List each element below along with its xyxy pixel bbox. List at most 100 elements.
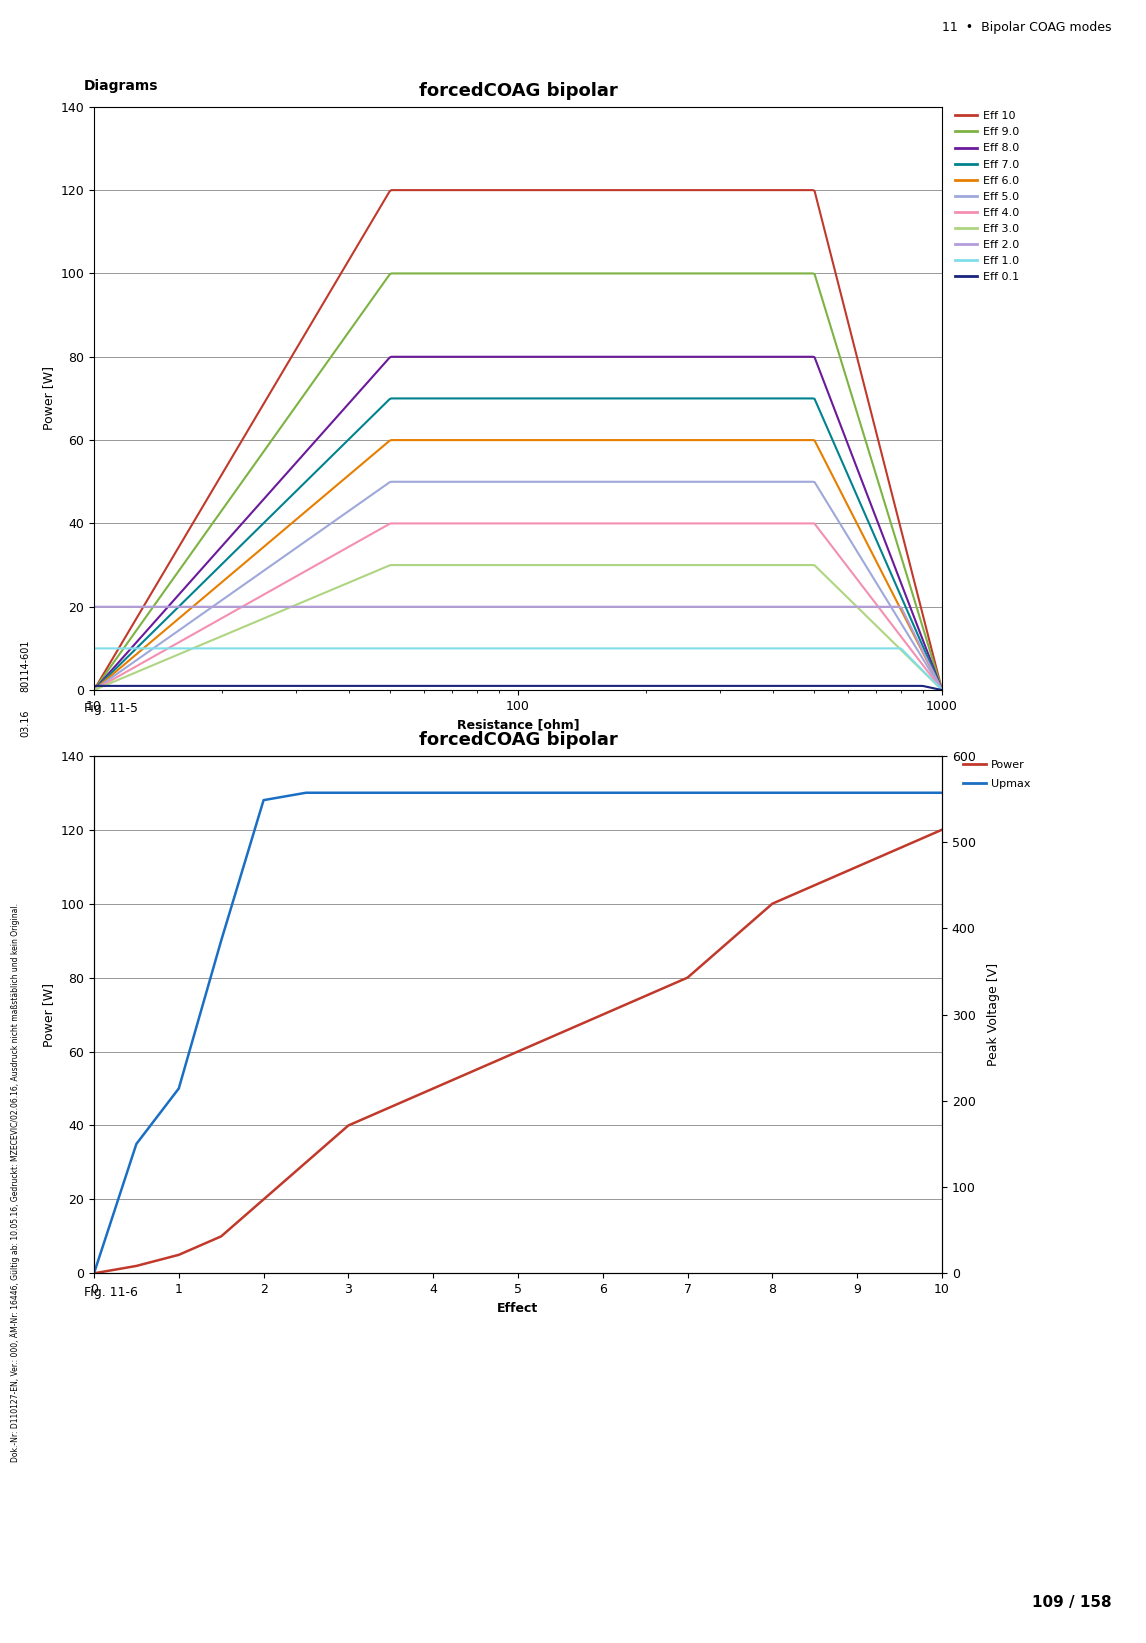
Eff 0.1	[915, 675, 928, 695]
Eff 4.0	[87, 680, 101, 700]
Eff 6.0	[492, 430, 505, 450]
Eff 10	[492, 181, 505, 200]
Power	[766, 894, 779, 914]
Eff 8.0	[548, 347, 562, 366]
Eff 9.0	[548, 263, 562, 283]
Eff 3.0	[594, 555, 607, 575]
Upmax	[511, 782, 525, 802]
Eff 10	[385, 181, 399, 200]
Power	[172, 1245, 186, 1265]
Eff 2.0	[489, 596, 503, 616]
Upmax	[935, 782, 949, 802]
Eff 9.0	[594, 263, 607, 283]
Eff 3.0	[917, 662, 931, 682]
Upmax	[850, 782, 864, 802]
Upmax	[299, 782, 313, 802]
Eff 3.0	[935, 680, 949, 700]
Eff 1.0	[591, 639, 605, 659]
Eff 6.0	[594, 430, 607, 450]
Eff 9.0	[492, 263, 505, 283]
Upmax	[681, 782, 694, 802]
Power	[681, 968, 694, 987]
Eff 7.0	[496, 388, 510, 407]
Legend: Eff 10, Eff 9.0, Eff 8.0, Eff 7.0, Eff 6.0, Eff 5.0, Eff 4.0, Eff 3.0, Eff 2.0, : Eff 10, Eff 9.0, Eff 8.0, Eff 7.0, Eff 6…	[950, 107, 1023, 288]
Text: Diagrams: Diagrams	[84, 79, 158, 94]
Eff 8.0	[935, 680, 949, 700]
Eff 3.0	[87, 680, 101, 700]
Eff 1.0	[545, 639, 559, 659]
Eff 7.0	[385, 388, 399, 407]
Eff 6.0	[87, 680, 101, 700]
Upmax	[596, 782, 610, 802]
Line: Upmax: Upmax	[94, 792, 942, 1273]
Power	[511, 1042, 525, 1061]
Eff 9.0	[385, 263, 399, 283]
Line: Eff 0.1: Eff 0.1	[95, 685, 942, 690]
Upmax	[766, 782, 779, 802]
Eff 10	[935, 680, 949, 700]
Eff 6.0	[385, 430, 399, 450]
Upmax	[172, 1078, 186, 1098]
Eff 6.0	[548, 430, 562, 450]
Eff 10	[917, 606, 931, 626]
Eff 4.0	[548, 514, 562, 534]
Line: Eff 5.0: Eff 5.0	[94, 481, 942, 690]
Eff 7.0	[87, 680, 101, 700]
Eff 5.0	[385, 472, 399, 491]
Eff 10	[548, 181, 562, 200]
Eff 8.0	[87, 680, 101, 700]
Eff 8.0	[385, 347, 399, 366]
Eff 7.0	[917, 637, 931, 657]
Power	[214, 1226, 228, 1245]
Eff 4.0	[496, 514, 510, 534]
Eff 2.0	[545, 596, 559, 616]
Eff 5.0	[87, 680, 101, 700]
Eff 9.0	[87, 680, 101, 700]
Title: forcedCOAG bipolar: forcedCOAG bipolar	[418, 82, 618, 100]
Eff 4.0	[935, 680, 949, 700]
Power	[935, 820, 949, 840]
Eff 9.0	[496, 263, 510, 283]
Power	[850, 856, 864, 876]
Eff 9.0	[784, 263, 798, 283]
X-axis label: Effect: Effect	[497, 1301, 539, 1314]
Eff 4.0	[385, 514, 399, 534]
Eff 8.0	[496, 347, 510, 366]
Upmax	[129, 1134, 143, 1153]
Eff 4.0	[492, 514, 505, 534]
Eff 5.0	[496, 472, 510, 491]
Eff 7.0	[548, 388, 562, 407]
Eff 0.1	[495, 675, 509, 695]
Eff 9.0	[917, 619, 931, 639]
Line: Eff 9.0: Eff 9.0	[94, 273, 942, 690]
Eff 2.0	[935, 680, 949, 700]
Eff 0.1	[783, 675, 796, 695]
Eff 7.0	[935, 680, 949, 700]
Power	[426, 1078, 440, 1098]
Eff 0.1	[545, 675, 559, 695]
Eff 4.0	[917, 656, 931, 675]
Eff 9.0	[935, 680, 949, 700]
Eff 3.0	[496, 555, 510, 575]
Text: 03.16: 03.16	[21, 710, 30, 736]
Upmax	[426, 782, 440, 802]
Eff 0.1	[935, 680, 949, 700]
Eff 3.0	[385, 555, 399, 575]
Eff 10	[87, 680, 101, 700]
Text: 11  •  Bipolar COAG modes: 11 • Bipolar COAG modes	[942, 20, 1112, 33]
Text: 109 / 158: 109 / 158	[1033, 1595, 1112, 1610]
Eff 5.0	[594, 472, 607, 491]
Eff 1.0	[489, 639, 503, 659]
Eff 6.0	[496, 430, 510, 450]
Eff 5.0	[492, 472, 505, 491]
Eff 4.0	[594, 514, 607, 534]
Power	[342, 1116, 355, 1135]
Eff 6.0	[784, 430, 798, 450]
Eff 10	[594, 181, 607, 200]
Y-axis label: Power [W]: Power [W]	[41, 366, 55, 430]
Eff 2.0	[783, 596, 796, 616]
Line: Eff 6.0: Eff 6.0	[94, 440, 942, 690]
Eff 0.1	[489, 675, 503, 695]
Eff 5.0	[784, 472, 798, 491]
Eff 3.0	[548, 555, 562, 575]
